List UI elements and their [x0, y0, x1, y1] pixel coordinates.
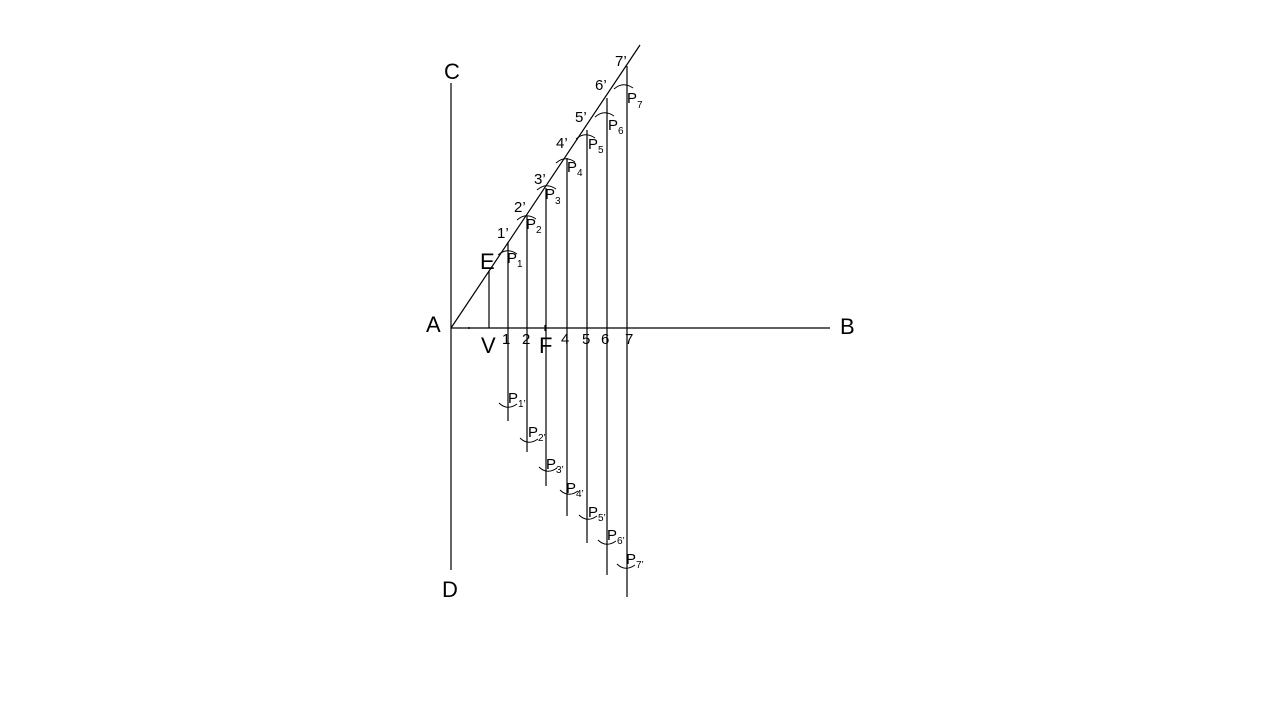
upper-point-label-3: 3’ — [534, 171, 546, 188]
svg-text:3’: 3’ — [556, 465, 564, 476]
p-lower-3: P 3’ — [546, 456, 564, 476]
label-e: E — [480, 249, 495, 274]
svg-text:P: P — [608, 117, 618, 134]
division-label-4: 4 — [561, 331, 569, 348]
label-b: B — [840, 314, 855, 339]
upper-point-label-7: 7’ — [615, 53, 627, 70]
upper-point-label-1: 1’ — [497, 225, 509, 242]
svg-text:P: P — [626, 551, 636, 568]
svg-text:P: P — [607, 527, 617, 544]
p-lower-7: P 7’ — [626, 551, 644, 571]
svg-text:1: 1 — [517, 259, 523, 270]
label-d: D — [442, 577, 458, 602]
upper-arc-2 — [516, 215, 537, 221]
upper-point-label-2: 2’ — [514, 199, 526, 216]
svg-text:P: P — [526, 216, 536, 233]
lower-arc-1 — [498, 402, 518, 408]
lower-arc-3 — [538, 466, 558, 472]
upper-arc-6 — [594, 112, 615, 118]
svg-text:P: P — [566, 480, 576, 497]
p-lower-6: P 6’ — [607, 527, 625, 547]
division-label-7: 7 — [625, 331, 633, 348]
lower-arc-5 — [578, 514, 598, 520]
division-label-5: 5 — [582, 331, 590, 348]
label-f: F — [539, 333, 552, 358]
label-c: C — [444, 59, 460, 84]
svg-text:7’: 7’ — [636, 560, 644, 571]
label-v: V — [481, 333, 496, 358]
division-label-2: 2 — [522, 331, 530, 348]
svg-text:2: 2 — [536, 225, 542, 236]
svg-text:5: 5 — [598, 145, 604, 156]
svg-text:4’: 4’ — [576, 489, 584, 500]
upper-arc-5 — [575, 134, 596, 140]
inclined-line-a — [450, 44, 641, 329]
upper-arc-3 — [536, 185, 557, 191]
svg-text:P: P — [528, 424, 538, 441]
svg-text:P: P — [588, 504, 598, 521]
vertical-division-lines — [507, 66, 628, 597]
svg-text:6: 6 — [618, 126, 624, 137]
p-lower-5: P 5’ — [588, 504, 606, 524]
upper-point-label-6: 6’ — [595, 77, 607, 94]
lower-arc-4 — [559, 489, 579, 495]
svg-text:1’: 1’ — [518, 399, 526, 410]
locus-point-arcs — [497, 84, 636, 569]
upper-point-label-4: 4’ — [556, 135, 568, 152]
p-lower-1: P 1’ — [508, 390, 526, 410]
svg-text:4: 4 — [577, 168, 583, 179]
svg-text:P: P — [508, 390, 518, 407]
svg-text:P: P — [567, 159, 577, 176]
division-label-6: 6 — [601, 331, 609, 348]
svg-text:5’: 5’ — [598, 513, 606, 524]
svg-text:6’: 6’ — [617, 536, 625, 547]
svg-text:P: P — [546, 456, 556, 473]
svg-text:P: P — [507, 250, 517, 267]
svg-text:7: 7 — [637, 100, 643, 111]
upper-point-label-5: 5’ — [575, 109, 587, 126]
lower-arc-6 — [597, 539, 617, 545]
svg-text:P: P — [588, 136, 598, 153]
svg-text:3: 3 — [555, 196, 561, 207]
svg-text:2’: 2’ — [538, 433, 546, 444]
svg-text:P: P — [545, 186, 555, 203]
upper-arc-1 — [497, 250, 518, 256]
upper-arc-7 — [613, 84, 634, 90]
label-a: A — [426, 312, 441, 337]
p-lower-2: P 2’ — [528, 424, 546, 444]
svg-text:P: P — [627, 90, 637, 107]
division-label-1: 1 — [502, 331, 510, 348]
lower-arc-2 — [519, 437, 539, 443]
upper-arc-4 — [555, 158, 576, 164]
p-lower-4: P 4’ — [566, 480, 584, 500]
lower-arc-7 — [616, 563, 636, 569]
